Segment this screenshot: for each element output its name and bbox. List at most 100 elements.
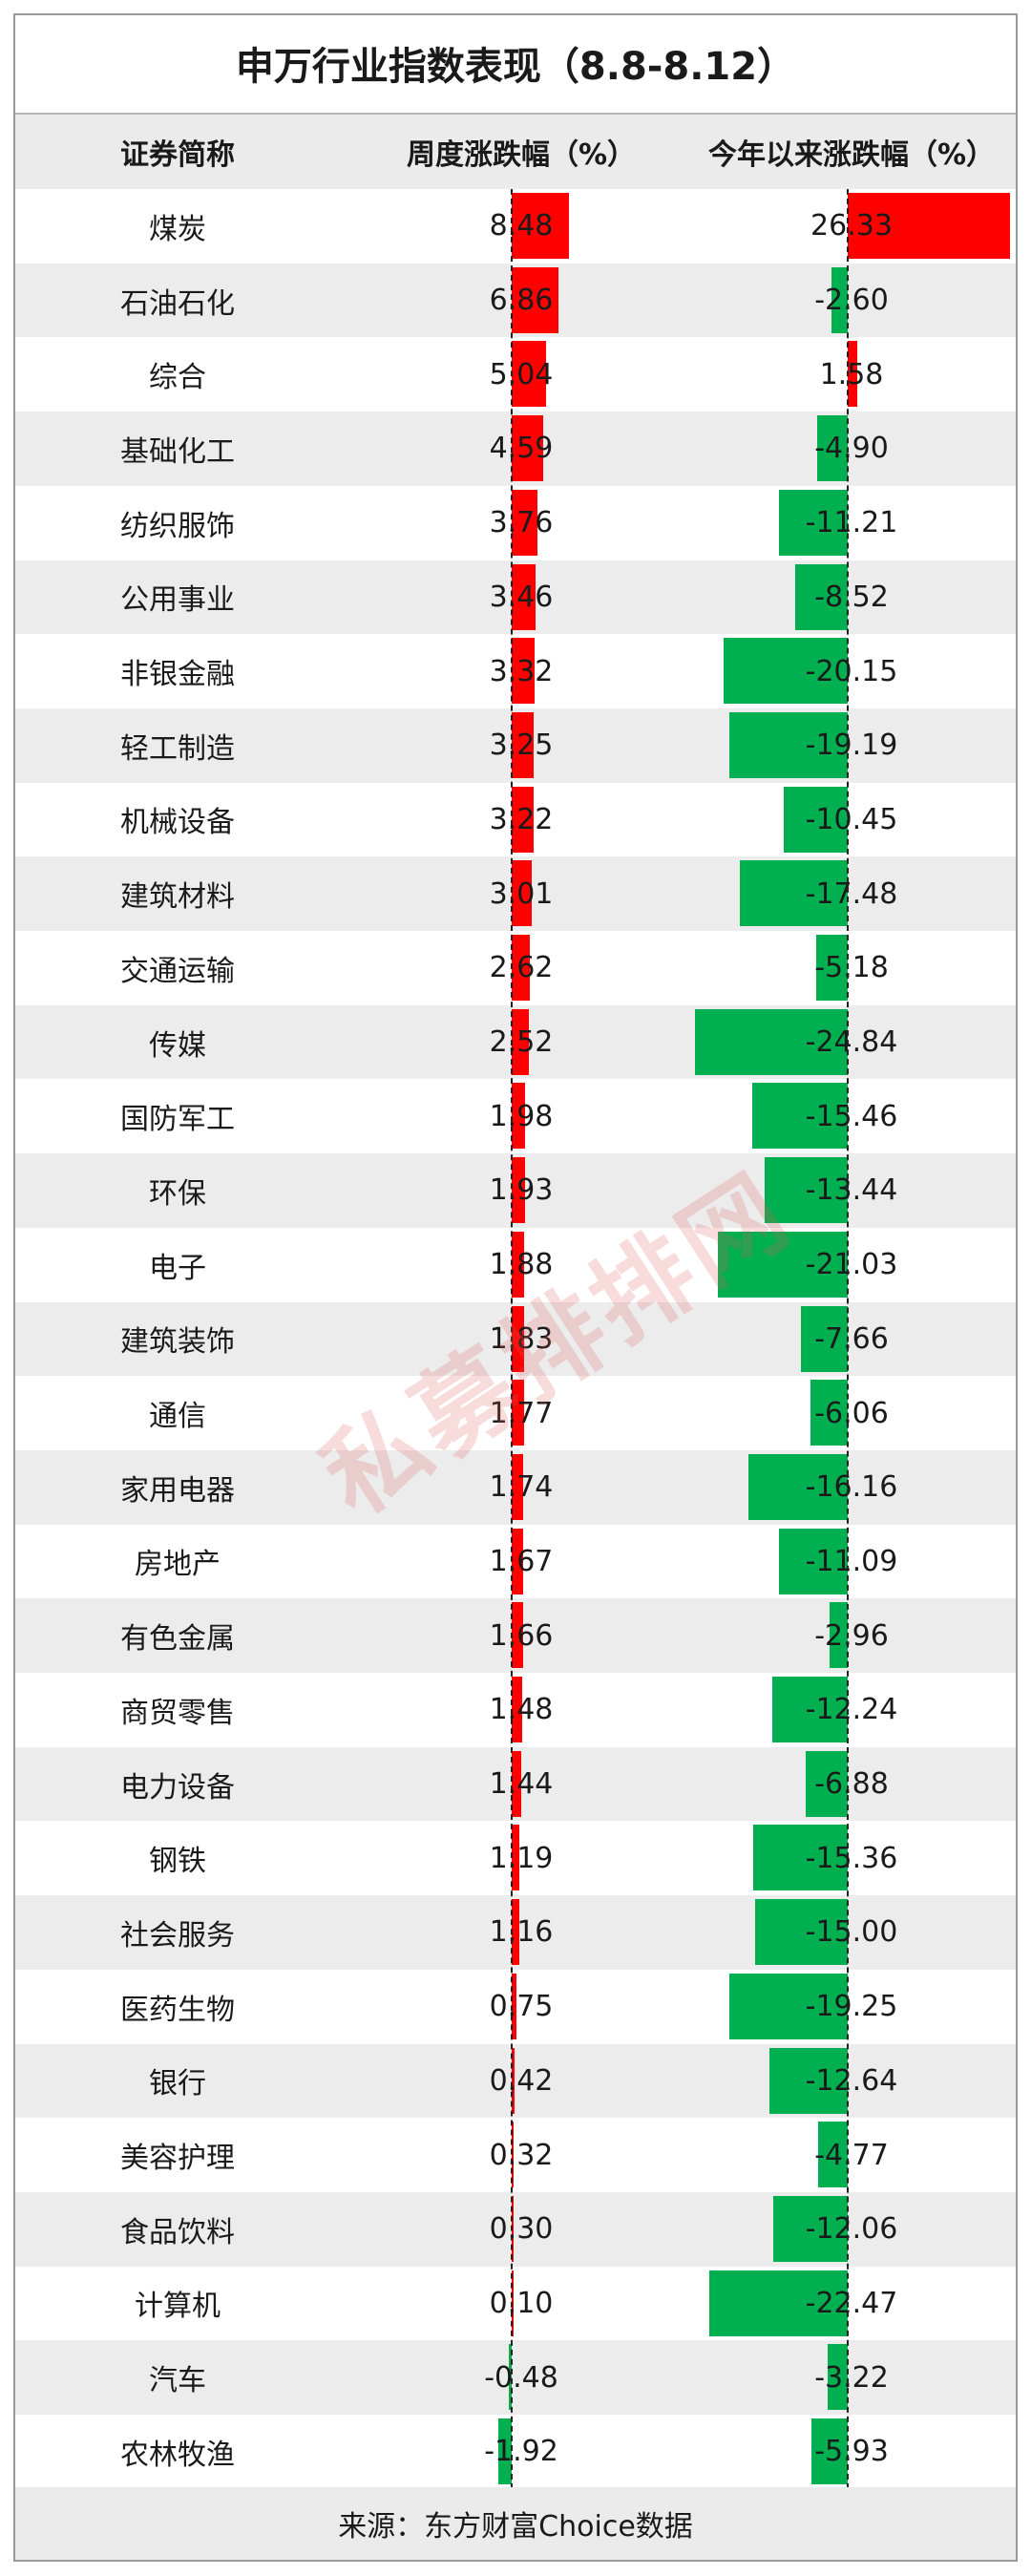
- table-header: 证券简称 周度涨跌幅（%） 今年以来涨跌幅（%）: [15, 113, 1016, 189]
- weekly-bar: [512, 1231, 525, 1298]
- chart-title: 申万行业指数表现（8.8-8.12）: [235, 45, 796, 89]
- ytd-bar: [810, 1380, 848, 1446]
- ytd-bar: [815, 935, 848, 1001]
- industry-name: 电力设备: [120, 1770, 235, 1805]
- table-row: 建筑材料 3.01 -17.48: [15, 856, 1016, 931]
- weekly-bar: [512, 638, 535, 705]
- weekly-zero-line: [511, 189, 513, 2489]
- ytd-bar: [778, 489, 848, 556]
- table-row: 医药生物 0.75 -19.25: [15, 1970, 1016, 2044]
- source-note: 来源：东方财富Choice数据: [15, 2487, 1016, 2560]
- ytd-bar: [829, 1602, 848, 1669]
- weekly-value: 4.59: [489, 432, 554, 466]
- weekly-value: 3.76: [489, 506, 554, 540]
- industry-name: 商贸零售: [120, 1696, 235, 1730]
- ytd-value: -4.77: [814, 2138, 889, 2172]
- ytd-bar: [765, 1157, 848, 1224]
- ytd-value: -22.47: [805, 2286, 898, 2320]
- weekly-value: 1.44: [489, 1767, 554, 1802]
- table-row: 传媒 2.52 -24.84: [15, 1004, 1016, 1080]
- weekly-value: 6.86: [489, 284, 554, 318]
- ytd-value: -12.06: [805, 2212, 898, 2247]
- ytd-bar: [773, 2195, 848, 2262]
- chart-table: 申万行业指数表现（8.8-8.12） 证券简称 周度涨跌幅（%） 今年以来涨跌幅…: [13, 13, 1018, 2562]
- table-row: 石油石化 6.86 -2.60: [15, 263, 1016, 338]
- table-row: 家用电器 1.74 -16.16: [15, 1449, 1016, 1525]
- table-row: 社会服务 1.16 -15.00: [15, 1895, 1016, 1970]
- table-row: 综合 5.04 1.58: [15, 337, 1016, 412]
- header-name: 证券简称: [120, 138, 235, 172]
- weekly-bar: [512, 1528, 523, 1594]
- ytd-bar: [848, 193, 1010, 259]
- table-row: 有色金属 1.66 -2.96: [15, 1598, 1016, 1673]
- ytd-value: -20.15: [805, 654, 898, 688]
- weekly-bar: [512, 193, 570, 259]
- table-row: 煤炭 8.48 26.33: [15, 189, 1016, 264]
- industry-name: 医药生物: [120, 1993, 235, 2027]
- ytd-bar: [831, 266, 848, 333]
- weekly-value: 3.25: [489, 728, 554, 763]
- ytd-bar: [728, 1973, 848, 2039]
- table-row: 交通运输 2.62 -5.18: [15, 931, 1016, 1005]
- header-weekly: 周度涨跌幅（%）: [406, 138, 637, 172]
- industry-name: 基础化工: [120, 434, 235, 469]
- weekly-bar: [512, 2195, 515, 2262]
- ytd-bar: [729, 711, 848, 778]
- industry-name: 传媒: [149, 1028, 206, 1063]
- table-row: 商贸零售 1.48 -12.24: [15, 1673, 1016, 1747]
- ytd-bar: [800, 1305, 848, 1372]
- weekly-bar: [512, 1157, 525, 1224]
- weekly-bar: [512, 2122, 515, 2188]
- ytd-bar: [783, 786, 848, 853]
- ytd-value: -2.96: [814, 1618, 889, 1653]
- weekly-bar: [512, 1008, 529, 1075]
- weekly-value: 2.52: [489, 1025, 554, 1060]
- industry-name: 社会服务: [120, 1918, 235, 1953]
- weekly-bar: [512, 1677, 522, 1742]
- table-row: 轻工制造 3.25 -19.19: [15, 707, 1016, 783]
- ytd-value: -11.21: [805, 506, 898, 540]
- table-row: 汽车 -0.48 -3.22: [15, 2340, 1016, 2415]
- weekly-bar: [508, 2344, 512, 2411]
- ytd-bar: [818, 2122, 848, 2188]
- ytd-bar: [795, 563, 848, 630]
- ytd-value: -5.18: [814, 951, 889, 985]
- weekly-bar: [512, 860, 533, 927]
- ytd-value: 1.58: [819, 357, 884, 391]
- weekly-value: 1.67: [489, 1544, 554, 1578]
- weekly-value: 1.93: [489, 1173, 554, 1208]
- ytd-bar: [810, 2418, 848, 2484]
- weekly-value: 3.32: [489, 654, 554, 688]
- weekly-bar: [512, 1305, 524, 1372]
- ytd-bar: [752, 1825, 848, 1891]
- table-row: 房地产 1.67 -11.09: [15, 1525, 1016, 1599]
- weekly-value: 1.16: [489, 1915, 554, 1950]
- weekly-bar: [512, 1825, 520, 1891]
- industry-name: 银行: [149, 2067, 206, 2101]
- weekly-bar: [498, 2418, 512, 2484]
- weekly-bar: [512, 1750, 522, 1817]
- weekly-value: 3.22: [489, 802, 554, 836]
- industry-name: 有色金属: [120, 1622, 235, 1657]
- ytd-zero-line: [847, 189, 849, 2489]
- industry-name: 房地产: [135, 1548, 221, 1582]
- weekly-bar: [512, 1899, 520, 1966]
- weekly-bar: [512, 1973, 517, 2039]
- industry-name: 汽车: [149, 2364, 206, 2398]
- ytd-bar: [740, 860, 848, 927]
- weekly-value: 8.48: [489, 209, 554, 243]
- ytd-bar: [709, 2270, 848, 2336]
- weekly-value: 1.98: [489, 1099, 554, 1133]
- ytd-value: -19.25: [805, 1990, 898, 2024]
- table-row: 电力设备 1.44 -6.88: [15, 1746, 1016, 1822]
- ytd-bar: [805, 1750, 848, 1817]
- table-row: 银行 0.42 -12.64: [15, 2043, 1016, 2119]
- table-row: 通信 1.77 -6.06: [15, 1376, 1016, 1450]
- weekly-value: 1.66: [489, 1618, 554, 1653]
- ytd-value: -6.88: [814, 1767, 889, 1802]
- ytd-value: -15.36: [805, 1841, 898, 1875]
- weekly-value: 0.10: [489, 2286, 554, 2320]
- weekly-bar: [512, 266, 558, 333]
- ytd-bar: [769, 2047, 848, 2114]
- weekly-value: 0.32: [489, 2138, 554, 2172]
